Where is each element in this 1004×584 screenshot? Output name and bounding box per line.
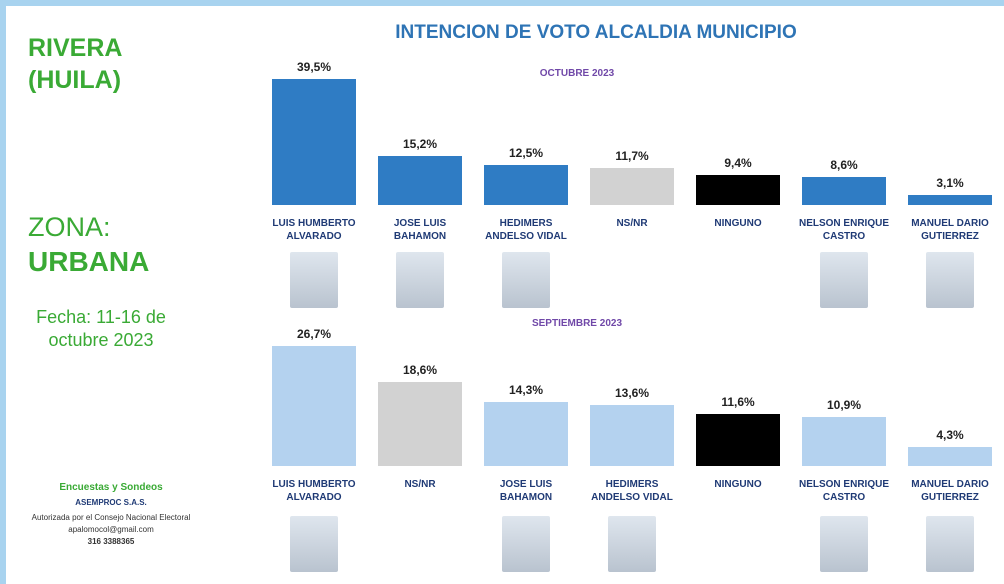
zone: URBANA <box>28 246 150 277</box>
value-label: 15,2% <box>402 137 438 152</box>
value-label: 39,5% <box>296 59 332 74</box>
date: Fecha: 11-16 de octubre 2023 <box>36 307 166 350</box>
category-label: MANUEL DARIO GUTIERREZ <box>911 479 989 503</box>
place: RIVERA <box>28 34 123 62</box>
bar <box>272 78 356 205</box>
value-label: 10,9% <box>826 397 862 412</box>
value-label: 13,6% <box>614 385 650 400</box>
email: apalomocol@gmail.com <box>68 525 154 534</box>
bar <box>590 167 674 205</box>
category-label: NELSON ENRIQUE CASTRO <box>798 218 889 242</box>
category-label: HEDIMERS ANDELSO VIDAL <box>485 218 567 242</box>
bar <box>378 382 462 466</box>
value-label: 8,6% <box>830 158 858 173</box>
subtitle: SEPTIEMBRE 2023 <box>531 318 623 329</box>
photo <box>396 252 444 308</box>
bar <box>696 413 780 466</box>
zone: ZONA: <box>28 212 111 242</box>
category-label: NELSON ENRIQUE CASTRO <box>798 479 889 503</box>
category-label: JOSE LUIS BAHAMON <box>499 479 553 503</box>
authorization: Autorizada por el Consejo Nacional Elect… <box>31 513 191 522</box>
category-label: HEDIMERS ANDELSO VIDAL <box>591 479 673 503</box>
value-label: 26,7% <box>296 326 332 341</box>
subtitle: OCTUBRE 2023 <box>539 68 615 79</box>
value-label: 3,1% <box>936 176 964 191</box>
value-label: 9,4% <box>724 155 752 170</box>
bar <box>378 156 462 205</box>
phone: 316 3388365 <box>87 537 135 546</box>
value-label: 11,7% <box>615 148 649 163</box>
value-label: 14,3% <box>508 382 544 397</box>
photo <box>290 252 338 308</box>
photo <box>502 252 550 308</box>
category-label: NINGUNO <box>714 479 762 490</box>
photo <box>820 252 868 308</box>
category-label: MANUEL DARIO GUTIERREZ <box>911 218 989 242</box>
bar <box>696 174 780 205</box>
bar <box>484 165 568 205</box>
value-label: 4,3% <box>936 427 964 442</box>
title: INTENCION DE VOTO ALCALDIA MUNICIPIO <box>395 22 797 43</box>
value-label: 11,6% <box>721 394 755 409</box>
bar <box>590 404 674 466</box>
bar <box>908 195 992 205</box>
bar <box>802 416 886 466</box>
category-label: LUIS HUMBERTO ALVARADO <box>272 218 356 242</box>
value-label: 18,6% <box>402 363 438 378</box>
bar <box>484 401 568 466</box>
category-label: JOSE LUIS BAHAMON <box>393 218 447 242</box>
photo <box>926 516 974 572</box>
photo <box>820 516 868 572</box>
photo <box>608 516 656 572</box>
photo <box>926 252 974 308</box>
place: (HUILA) <box>28 66 122 94</box>
bar <box>272 345 356 466</box>
photo <box>502 516 550 572</box>
category-label: NINGUNO <box>714 218 762 229</box>
bar <box>908 446 992 466</box>
category-label: NS/NR <box>404 479 436 490</box>
photo <box>290 516 338 572</box>
category-label: NS/NR <box>616 218 648 229</box>
bar <box>802 177 886 205</box>
value-label: 12,5% <box>508 146 544 160</box>
category-label: LUIS HUMBERTO ALVARADO <box>272 479 356 503</box>
company: ASEMPROC S.A.S. <box>75 498 147 507</box>
panel: RIVERA (HUILA) ZONA: URBANA Fecha: 11-16… <box>6 6 1004 584</box>
pollster: Encuestas y Sondeos <box>59 482 163 493</box>
